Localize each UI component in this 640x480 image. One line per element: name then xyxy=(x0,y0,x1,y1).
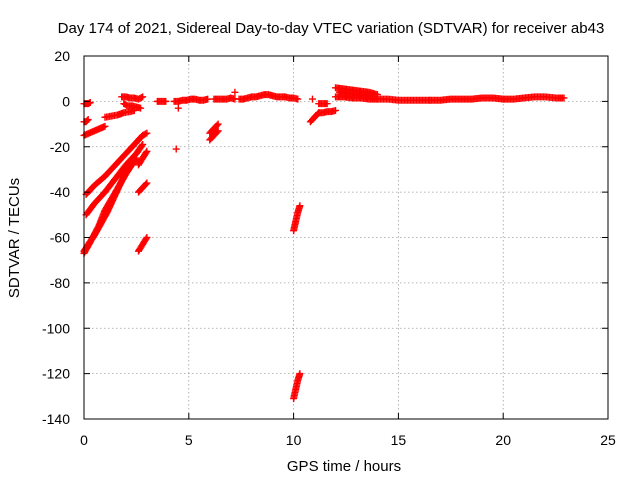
y-tick-label: -140 xyxy=(42,411,70,427)
data-point xyxy=(143,234,151,241)
y-tick-label: -40 xyxy=(50,184,70,200)
x-tick-label: 25 xyxy=(600,432,616,448)
data-point xyxy=(308,95,316,103)
x-tick-label: 15 xyxy=(391,432,407,448)
data-point xyxy=(84,116,92,124)
y-tick-label: -80 xyxy=(50,275,70,291)
data-point xyxy=(214,120,222,128)
y-tick-label: -20 xyxy=(50,139,70,155)
x-tick-label: 10 xyxy=(286,432,302,448)
data-point xyxy=(137,94,145,102)
x-axis-title: GPS time / hours xyxy=(287,458,401,475)
data-point xyxy=(83,117,91,125)
data-point xyxy=(294,95,302,103)
data-point xyxy=(213,121,221,129)
data-point xyxy=(142,149,150,157)
data-point xyxy=(122,168,130,176)
data-point xyxy=(231,88,239,96)
data-point xyxy=(142,235,150,243)
x-tick-label: 20 xyxy=(495,432,511,448)
chart-title: Day 174 of 2021, Sidereal Day-to-day VTE… xyxy=(58,20,605,37)
data-point xyxy=(139,93,147,101)
data-point xyxy=(560,94,568,102)
data-point xyxy=(101,122,109,130)
data-point xyxy=(213,128,221,136)
data-point xyxy=(323,100,331,108)
y-tick-label: -100 xyxy=(42,320,70,336)
data-points xyxy=(80,84,568,403)
data-point xyxy=(332,106,340,114)
x-tick-label: 5 xyxy=(185,432,193,448)
data-point xyxy=(139,140,147,148)
data-point xyxy=(138,142,146,150)
data-point xyxy=(142,180,150,188)
data-point xyxy=(214,127,222,135)
data-point xyxy=(369,93,377,101)
data-point xyxy=(172,145,180,153)
data-point xyxy=(143,147,151,155)
data-point xyxy=(132,154,140,162)
data-point xyxy=(137,104,145,112)
x-tick-label: 0 xyxy=(80,432,88,448)
grid xyxy=(84,56,608,419)
y-tick-label: -120 xyxy=(42,366,70,382)
axis-ticks: 0 5 10 15 20 25 20 0 -20 -40 -60 -80 -100 -120 -140 xyxy=(42,48,616,448)
data-point xyxy=(86,99,94,107)
data-point xyxy=(174,104,182,112)
data-point xyxy=(296,202,304,210)
data-point xyxy=(141,130,149,138)
data-point xyxy=(204,95,212,103)
y-tick-label: -60 xyxy=(50,230,70,246)
y-axis-title: SDTVAR / TECUs xyxy=(6,178,23,298)
data-point xyxy=(143,179,151,187)
data-point xyxy=(143,129,151,137)
data-point xyxy=(162,97,170,105)
y-tick-label: 20 xyxy=(54,48,70,64)
y-tick-label: 0 xyxy=(62,93,70,109)
data-point xyxy=(132,155,140,163)
data-point xyxy=(296,370,304,378)
